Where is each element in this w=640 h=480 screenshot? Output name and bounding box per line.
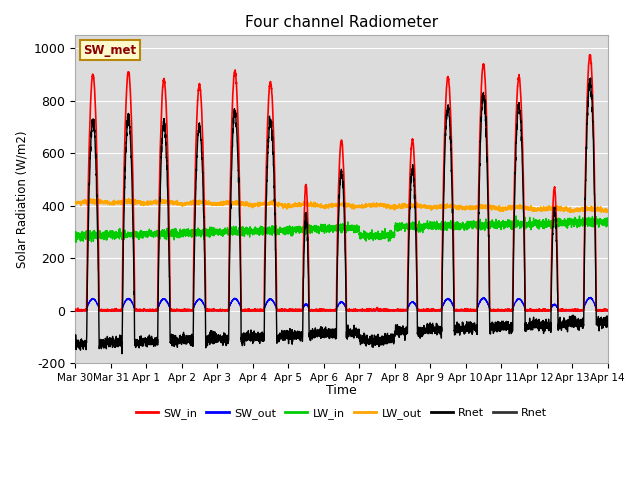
X-axis label: Time: Time xyxy=(326,384,356,397)
Text: SW_met: SW_met xyxy=(83,44,136,57)
Legend: SW_in, SW_out, LW_in, LW_out, Rnet, Rnet: SW_in, SW_out, LW_in, LW_out, Rnet, Rnet xyxy=(131,403,552,423)
Title: Four channel Radiometer: Four channel Radiometer xyxy=(245,15,438,30)
Y-axis label: Solar Radiation (W/m2): Solar Radiation (W/m2) xyxy=(15,131,28,268)
